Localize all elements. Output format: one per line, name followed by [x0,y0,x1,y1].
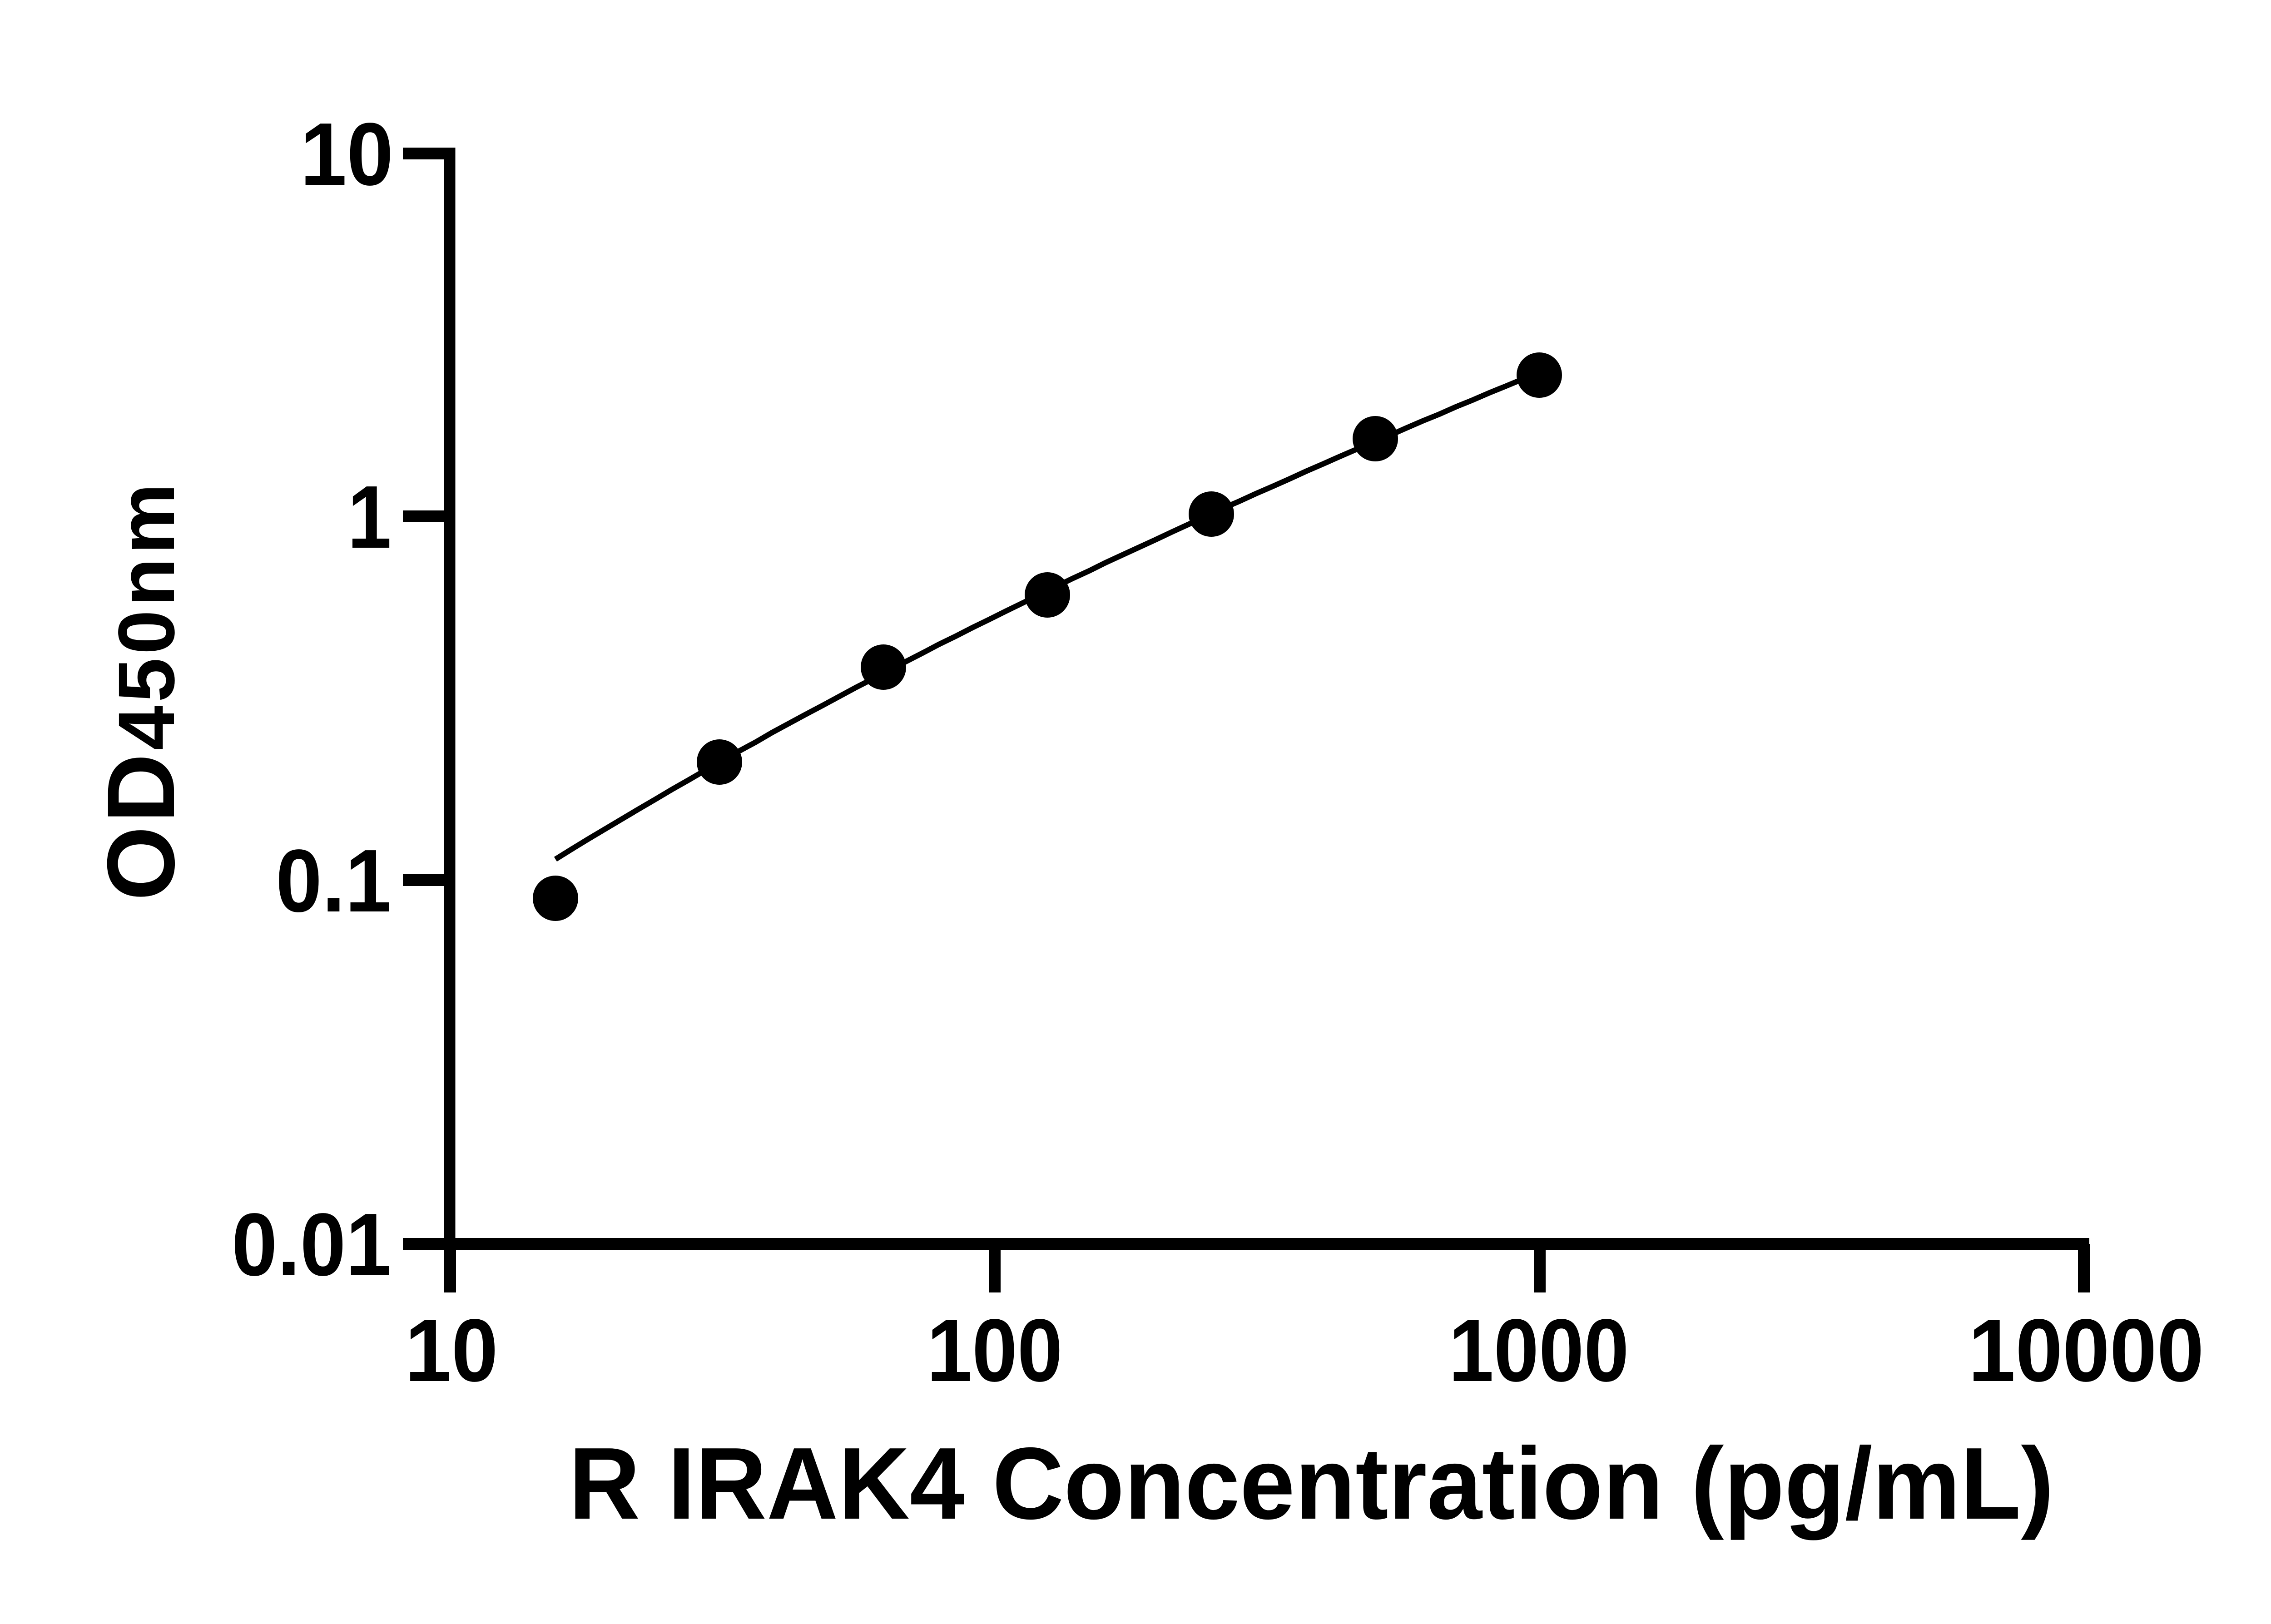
svg-text:10: 10 [405,1301,498,1400]
svg-text:OD450nm: OD450nm [87,480,194,901]
svg-text:10: 10 [300,104,393,204]
svg-text:1: 1 [347,467,392,567]
svg-text:0.01: 0.01 [232,1195,392,1294]
svg-text:10000: 10000 [1969,1301,2204,1400]
svg-text:R IRAK4 Concentration (pg/mL): R IRAK4 Concentration (pg/mL) [569,1426,2054,1540]
svg-text:0.1: 0.1 [276,831,392,931]
svg-text:100: 100 [927,1301,1063,1400]
svg-text:1000: 1000 [1449,1301,1629,1400]
